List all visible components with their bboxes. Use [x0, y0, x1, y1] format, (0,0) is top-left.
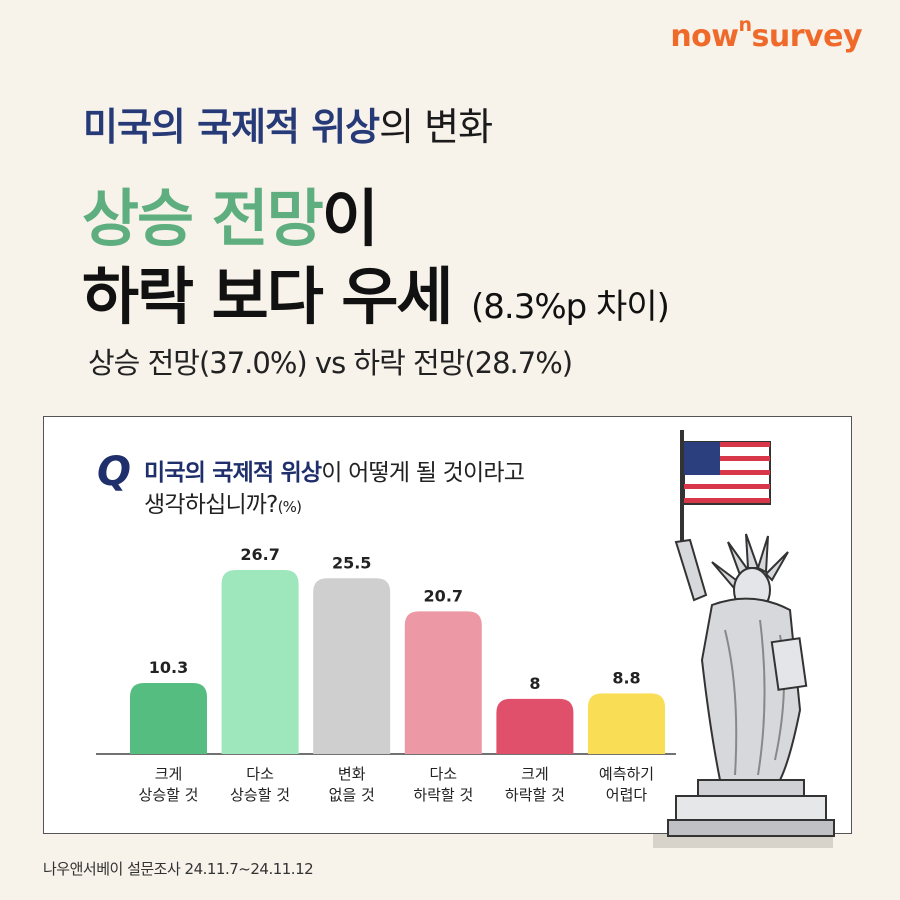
headline-difference: (8.3%p 차이) — [471, 287, 670, 327]
category-label-2-1: 없을 것 — [329, 786, 375, 804]
subtitle-rest: 의 변화 — [379, 105, 493, 149]
comparison-text: 상승 전망(37.0%) vs 하락 전망(28.7%) — [88, 346, 573, 380]
headline-line1: 상승 전망이 — [82, 168, 379, 258]
question-strong: 미국의 국제적 위상 — [144, 460, 322, 486]
question-line2: 생각하십니까? — [144, 492, 278, 518]
category-label-5-1: 어렵다 — [606, 786, 648, 804]
question-mark-label: Q — [97, 449, 132, 495]
brand-logo-survey: survey — [751, 19, 863, 54]
question-rest: 이 어떻게 될 것이라고 — [321, 460, 525, 486]
headline-line1-rest: 이 — [321, 182, 379, 255]
headline-line2-text: 하락 보다 우세 — [82, 260, 453, 333]
bar-2 — [313, 578, 391, 754]
us-flag-icon — [683, 441, 771, 505]
brand-logo-now: now — [670, 19, 739, 54]
category-label-3-0: 다소 — [429, 765, 457, 783]
category-label-2-0: 변화 — [338, 765, 366, 783]
statue-of-liberty-illustration — [667, 430, 835, 837]
bar-3 — [404, 611, 482, 754]
headline-green-text: 상승 전망 — [82, 182, 324, 255]
value-label-2: 25.5 — [332, 553, 371, 572]
subtitle-strong: 미국의 국제적 위상 — [83, 105, 380, 149]
value-label-5: 8.8 — [612, 668, 640, 687]
panel-shadow — [653, 834, 833, 848]
bar-0 — [130, 683, 207, 754]
headline-line2: 하락 보다 우세 (8.3%p 차이) — [82, 246, 670, 336]
category-label-5-0: 예측하기 — [599, 765, 654, 783]
source-note: 나우앤서베이 설문조사 24.11.7~24.11.12 — [43, 860, 314, 878]
value-label-3: 20.7 — [424, 586, 463, 605]
bar-4 — [496, 698, 574, 754]
question-text: 미국의 국제적 위상이 어떻게 될 것이라고 생각하십니까?(%) — [144, 457, 624, 523]
category-label-4-1: 하락할 것 — [505, 786, 565, 804]
brand-logo: nownsurvey — [670, 14, 863, 54]
value-label-1: 26.7 — [240, 545, 279, 564]
brand-logo-n: n — [738, 14, 753, 36]
category-label-0-0: 크게 — [155, 765, 183, 783]
value-label-4: 8 — [529, 674, 540, 693]
bar-1 — [221, 570, 299, 754]
value-label-0: 10.3 — [149, 658, 188, 677]
page-subtitle: 미국의 국제적 위상의 변화 — [83, 96, 493, 151]
category-label-0-1: 상승할 것 — [139, 786, 199, 804]
category-label-1-0: 다소 — [246, 765, 274, 783]
question-unit: (%) — [277, 498, 302, 516]
category-label-4-0: 크게 — [521, 765, 549, 783]
bar-5 — [588, 693, 665, 754]
category-label-1-1: 상승할 것 — [230, 786, 290, 804]
category-label-3-1: 하락할 것 — [413, 786, 473, 804]
